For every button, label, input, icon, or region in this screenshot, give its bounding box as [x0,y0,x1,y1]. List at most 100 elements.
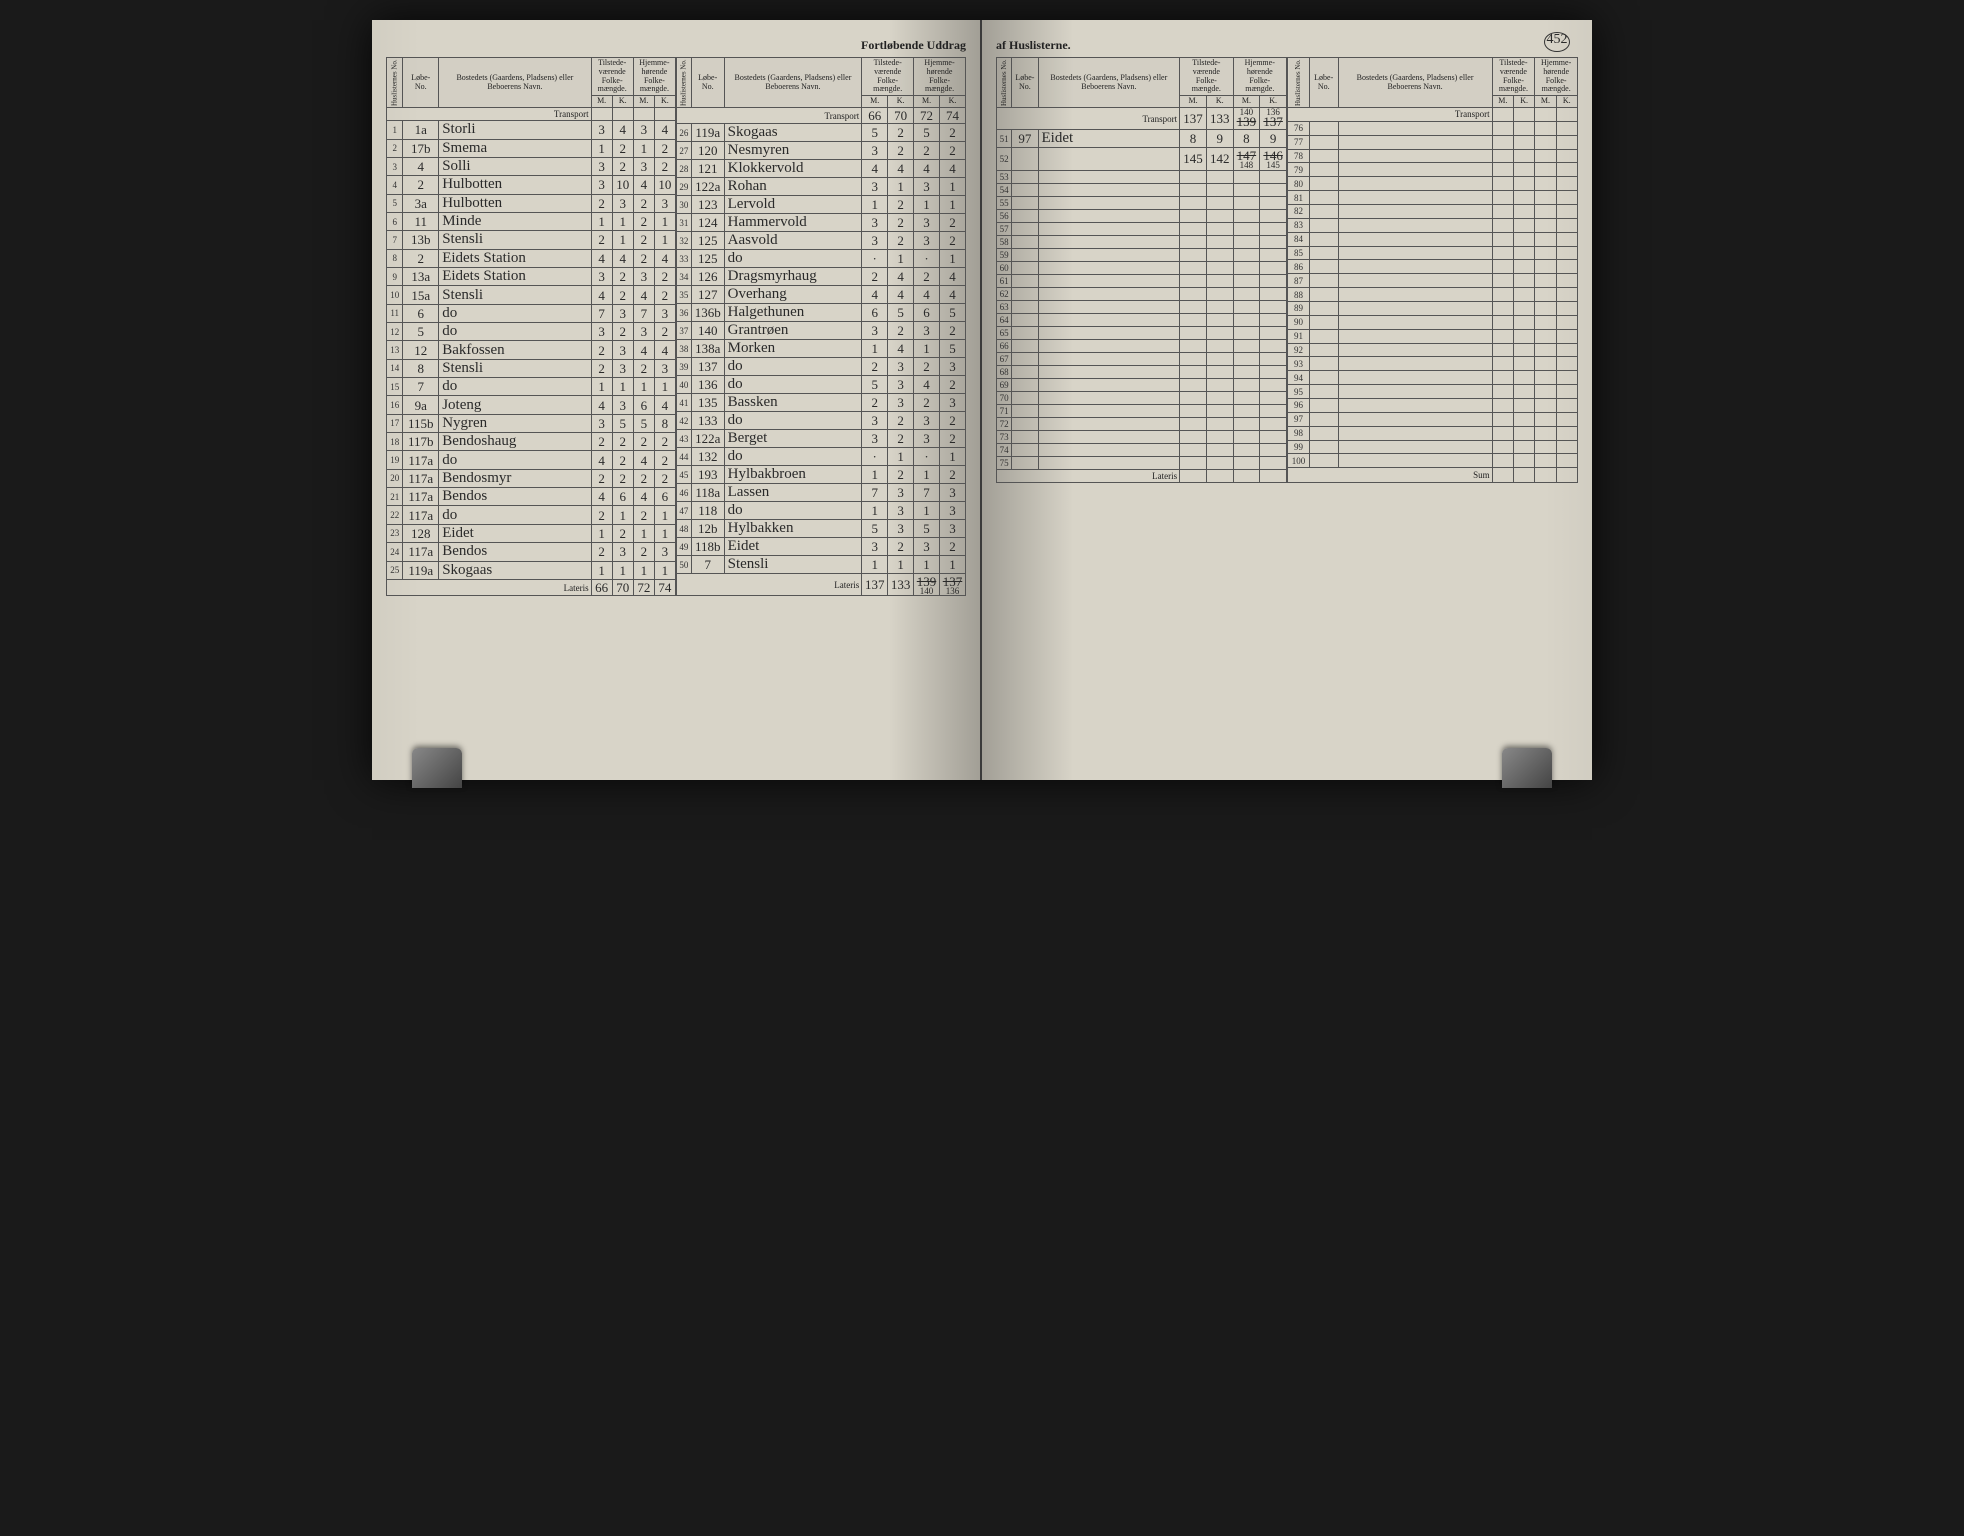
table-row: 45 193 Hylbakbroen 1 2 1 2 [677,466,966,484]
table-row: 47 118 do 1 3 1 3 [677,502,966,520]
count-m-home: 4 [633,488,654,506]
table-row-empty: 73 [997,430,1287,443]
ledger-block-4: Huslisternes No. Løbe-No. Bostedets (Gaa… [1287,57,1578,483]
table-header: Huslisternes No. Løbe-No. Bostedets (Gaa… [387,58,676,108]
count-m-home: 4 [633,341,654,359]
count-m-present: 3 [591,323,612,341]
total-value: 142 [1206,148,1233,170]
table-row-empty: 62 [997,287,1287,300]
right-page: 452 af Huslisterne. Huslisternes No. Løb… [982,20,1592,780]
lobe-number: 193 [691,466,724,484]
transport-label: Transport [677,108,862,124]
residence-name: do [724,448,862,466]
lobe-number: 133 [691,412,724,430]
row-number: 64 [997,313,1012,326]
lobe-number: 115b [403,414,439,432]
table-row-empty: 65 [997,326,1287,339]
transport-value [633,108,654,121]
transport-value: 66 [862,108,888,124]
count-m-home: 4 [914,376,940,394]
residence-name: Bakfossen [439,341,591,359]
transport-label: Transport [997,108,1180,130]
row-number: 79 [1288,163,1310,177]
count-k-home: 4 [940,160,966,178]
table-row-empty: 70 [997,391,1287,404]
lobe-number: 118a [691,484,724,502]
row-number: 2 [387,139,403,157]
count-m-present: 4 [591,249,612,267]
count-m-present: 3 [591,157,612,175]
table-row-empty: 93 [1288,357,1578,371]
count-k-present: 2 [888,232,914,250]
count-k-home: 3 [654,304,675,322]
residence-name: Bendos [439,543,591,561]
count-k-present: 4 [888,160,914,178]
count-m-present: 8 [1180,130,1207,148]
row-number: 75 [997,456,1012,469]
binder-clip [1502,748,1552,788]
table-row-empty: 97 [1288,412,1578,426]
residence-name: Bendoshaug [439,433,591,451]
count-k-home: 2 [654,451,675,469]
table-row: 15 7 do 1 1 1 1 [387,378,676,396]
residence-name: Hylbakken [724,520,862,538]
count-m-present: 3 [591,414,612,432]
count-k-home: 1 [654,378,675,396]
count-m-home: 3 [914,322,940,340]
count-m-home: 3 [633,323,654,341]
count-m-present: 4 [591,488,612,506]
row-number: 69 [997,378,1012,391]
row-number: 36 [677,304,692,322]
count-k-home: 2 [940,412,966,430]
count-k-home: 1 [654,212,675,230]
row-number: 43 [677,430,692,448]
transport-value [1513,108,1534,122]
transport-value: 133 [1206,108,1233,130]
count-k-present: 1 [612,231,633,249]
table-row: 20 117a Bendosmyr 2 2 2 2 [387,469,676,487]
count-k-present: 2 [612,469,633,487]
lateris-label: Lateris [387,579,592,595]
row-number: 32 [677,232,692,250]
count-k-home: 3 [940,394,966,412]
row-number: 66 [997,339,1012,352]
count-m-home: 2 [914,268,940,286]
count-m-present: 2 [591,359,612,377]
table-row: 25 119a Skogaas 1 1 1 1 [387,561,676,579]
lobe-number: 7 [691,556,724,574]
count-m-present: 2 [591,194,612,212]
row-number: 38 [677,340,692,358]
lobe-number: 136b [691,304,724,322]
row-number: 71 [997,404,1012,417]
count-m-present: 2 [862,358,888,376]
lobe-number: 138a [691,340,724,358]
table-row-empty: 76 [1288,121,1578,135]
table-row: 36 136b Halgethunen 6 5 6 5 [677,304,966,322]
residence-name: Rohan [724,178,862,196]
lobe-number: 118 [691,502,724,520]
count-m-present: 1 [591,561,612,579]
residence-name: Hulbotten [439,176,591,194]
lobe-number: 140 [691,322,724,340]
lobe-number: 17b [403,139,439,157]
count-k-home: 2 [654,157,675,175]
count-k-present: 4 [888,286,914,304]
count-k-home: 1 [654,506,675,524]
residence-name: Eidet [439,524,591,542]
row-number: 26 [677,124,692,142]
lobe-number: 119a [691,124,724,142]
count-k-present: 2 [888,214,914,232]
table-row: 27 120 Nesmyren 3 2 2 2 [677,142,966,160]
row-number: 31 [677,214,692,232]
count-m-home: 2 [633,359,654,377]
lobe-number: 13a [403,268,439,286]
total-value: 145 [1180,148,1207,170]
lateris-label: Sum [1288,468,1493,482]
row-number: 5 [387,194,403,212]
table-row: 3 4 Solli 3 2 3 2 [387,157,676,175]
count-k-home: 3 [940,358,966,376]
count-m-present: 3 [862,142,888,160]
lobe-number: 122a [691,430,724,448]
total-value: 146145 [1260,148,1287,170]
lobe-number: 136 [691,376,724,394]
